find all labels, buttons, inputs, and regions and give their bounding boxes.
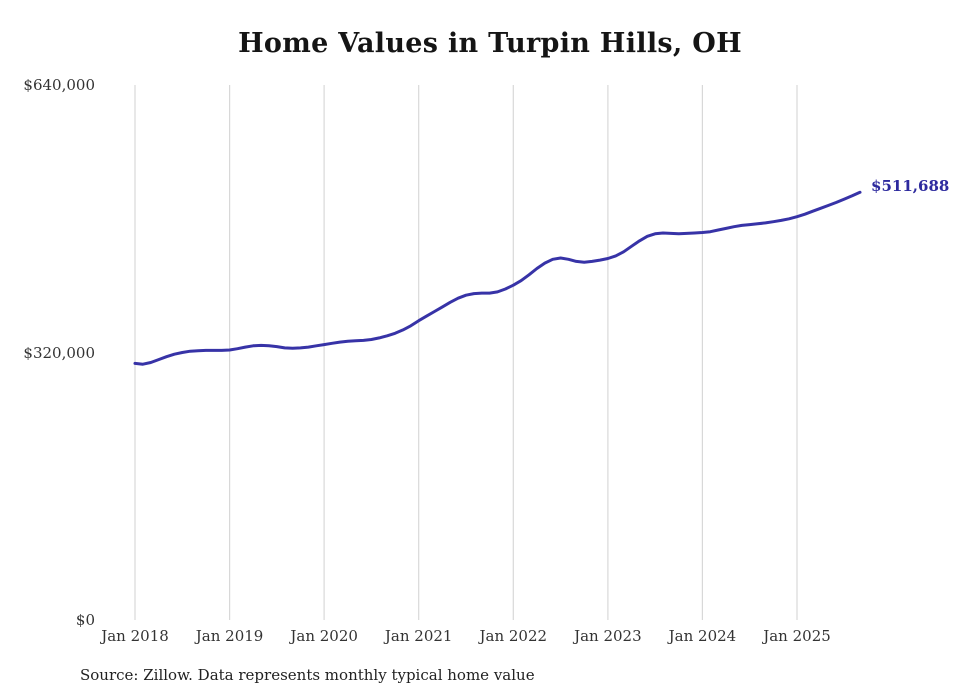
x-axis-tick-label-jan-2025: Jan 2025 bbox=[763, 627, 831, 645]
x-axis-tick-label-jan-2023: Jan 2023 bbox=[574, 627, 642, 645]
chart-title: Home Values in Turpin Hills, OH bbox=[238, 28, 742, 59]
x-axis-tick-label-jan-2021: Jan 2021 bbox=[384, 627, 453, 645]
x-axis-tick-label-jan-2018: Jan 2018 bbox=[101, 627, 169, 645]
x-axis-tick-label-jan-2019: Jan 2019 bbox=[195, 627, 264, 645]
y-axis-tick-label-320000: $320,000 bbox=[23, 343, 95, 362]
x-axis-tick-label-jan-2024: Jan 2024 bbox=[668, 627, 737, 645]
y-axis-tick-label-640000: $640,000 bbox=[23, 76, 95, 94]
y-axis-tick-label-0: $0 bbox=[75, 611, 95, 629]
source-note: Source: Zillow. Data represents monthly … bbox=[80, 666, 535, 684]
end-value-label: $511,688 bbox=[871, 177, 950, 196]
x-axis-tick-label-jan-2020: Jan 2020 bbox=[290, 627, 358, 645]
x-axis-tick-label-jan-2022: Jan 2022 bbox=[479, 627, 548, 645]
